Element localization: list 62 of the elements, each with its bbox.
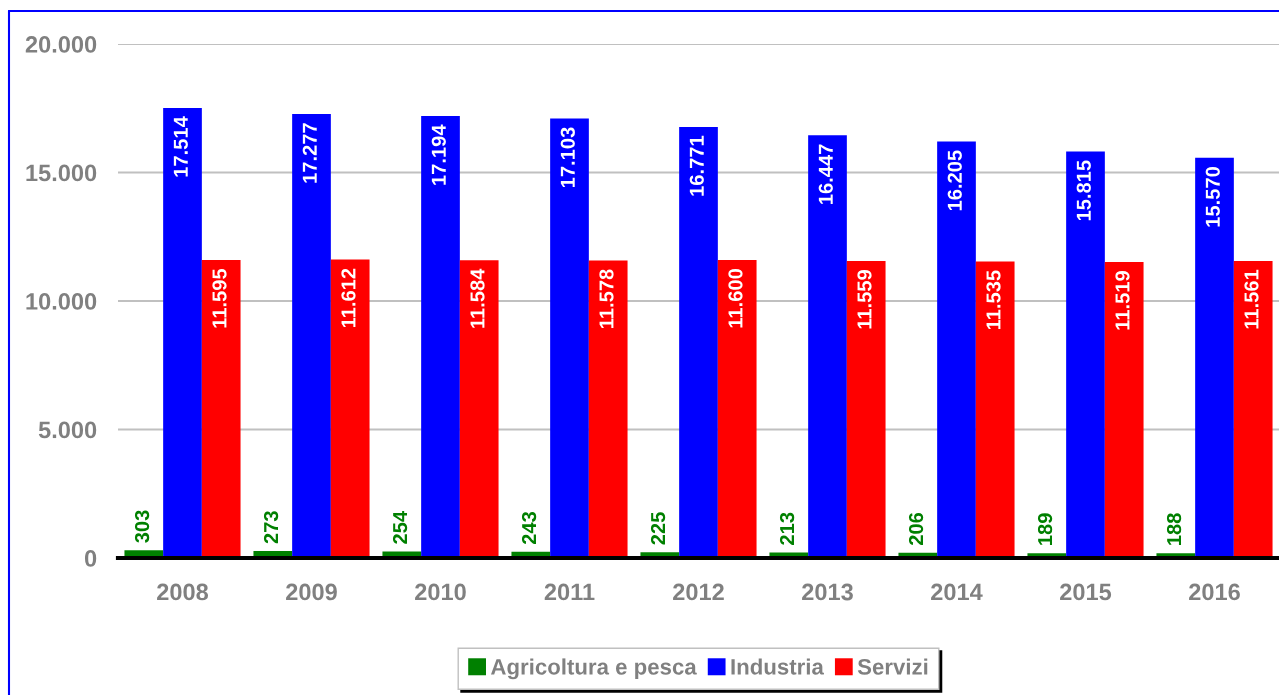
x-tick-label: 2015 (1060, 583, 1112, 601)
data-label: 11.600 (728, 269, 743, 328)
y-tick-label: 20.000 (25, 36, 97, 53)
bar (1233, 260, 1273, 558)
data-label: 11.578 (599, 269, 614, 328)
bar (201, 260, 241, 558)
legend-label: Agricoltura e pesca (490, 658, 697, 680)
x-tick-label: 2016 (1189, 583, 1240, 601)
data-label: 188 (1166, 513, 1182, 545)
bar (292, 113, 331, 558)
data-label: 11.595 (212, 268, 227, 328)
bar (421, 116, 460, 558)
data-label: 16.205 (947, 150, 962, 211)
bar (1066, 151, 1105, 558)
x-tick-label: 2014 (931, 583, 983, 601)
bar (808, 135, 847, 558)
x-tick-label: 2009 (286, 583, 337, 601)
legend-label: Servizi (857, 658, 928, 675)
x-tick-label: 2013 (802, 583, 853, 601)
data-label: 189 (1037, 513, 1053, 545)
x-tick-label: 2011 (544, 583, 595, 601)
data-label: 17.514 (173, 116, 188, 177)
data-label: 11.584 (470, 268, 485, 328)
data-label: 11.559 (857, 270, 872, 329)
bar (937, 141, 976, 558)
bar (975, 261, 1015, 558)
data-label: 11.561 (1244, 269, 1259, 329)
bar (330, 259, 370, 558)
data-label: 17.103 (560, 127, 575, 188)
bar (679, 126, 718, 558)
y-tick-label: 0 (84, 550, 97, 567)
data-label: 243 (521, 511, 537, 545)
data-label: 273 (263, 511, 279, 544)
bar (459, 260, 499, 558)
bar (163, 107, 202, 558)
data-label: 213 (779, 512, 795, 545)
data-label: 15.815 (1076, 160, 1091, 221)
y-tick-label: 5.000 (38, 421, 97, 439)
data-label: 17.194 (431, 124, 446, 185)
data-label: 206 (908, 512, 924, 546)
data-label: 254 (392, 511, 408, 544)
data-label: 11.612 (341, 268, 356, 328)
data-label: 15.570 (1205, 167, 1220, 227)
bar (588, 260, 628, 558)
legend-label: Industria (731, 658, 824, 675)
x-tick-label: 2010 (415, 583, 466, 601)
data-label: 225 (650, 512, 666, 545)
y-tick-label: 15.000 (26, 164, 97, 182)
bar (1195, 157, 1234, 558)
data-label: 303 (134, 510, 150, 543)
bar (550, 118, 589, 558)
y-tick-label: 10.000 (26, 293, 97, 310)
x-tick-label: 2012 (673, 583, 724, 601)
x-tick-label: 2008 (157, 583, 209, 601)
data-label: 17.277 (302, 123, 317, 183)
data-label: 11.535 (986, 270, 1001, 330)
data-label: 11.519 (1115, 271, 1130, 330)
data-label: 16.771 (689, 135, 704, 196)
data-label: 16.447 (818, 144, 833, 204)
bar (717, 259, 757, 558)
bar (846, 260, 886, 558)
bar (1104, 261, 1144, 558)
